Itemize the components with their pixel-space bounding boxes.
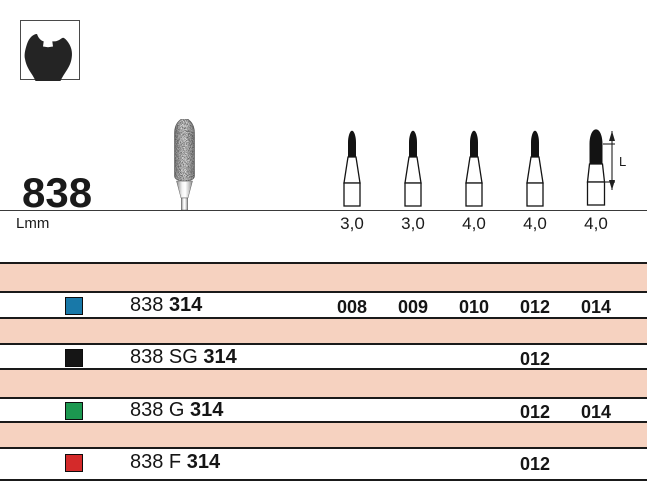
svg-text:L: L xyxy=(619,154,626,169)
